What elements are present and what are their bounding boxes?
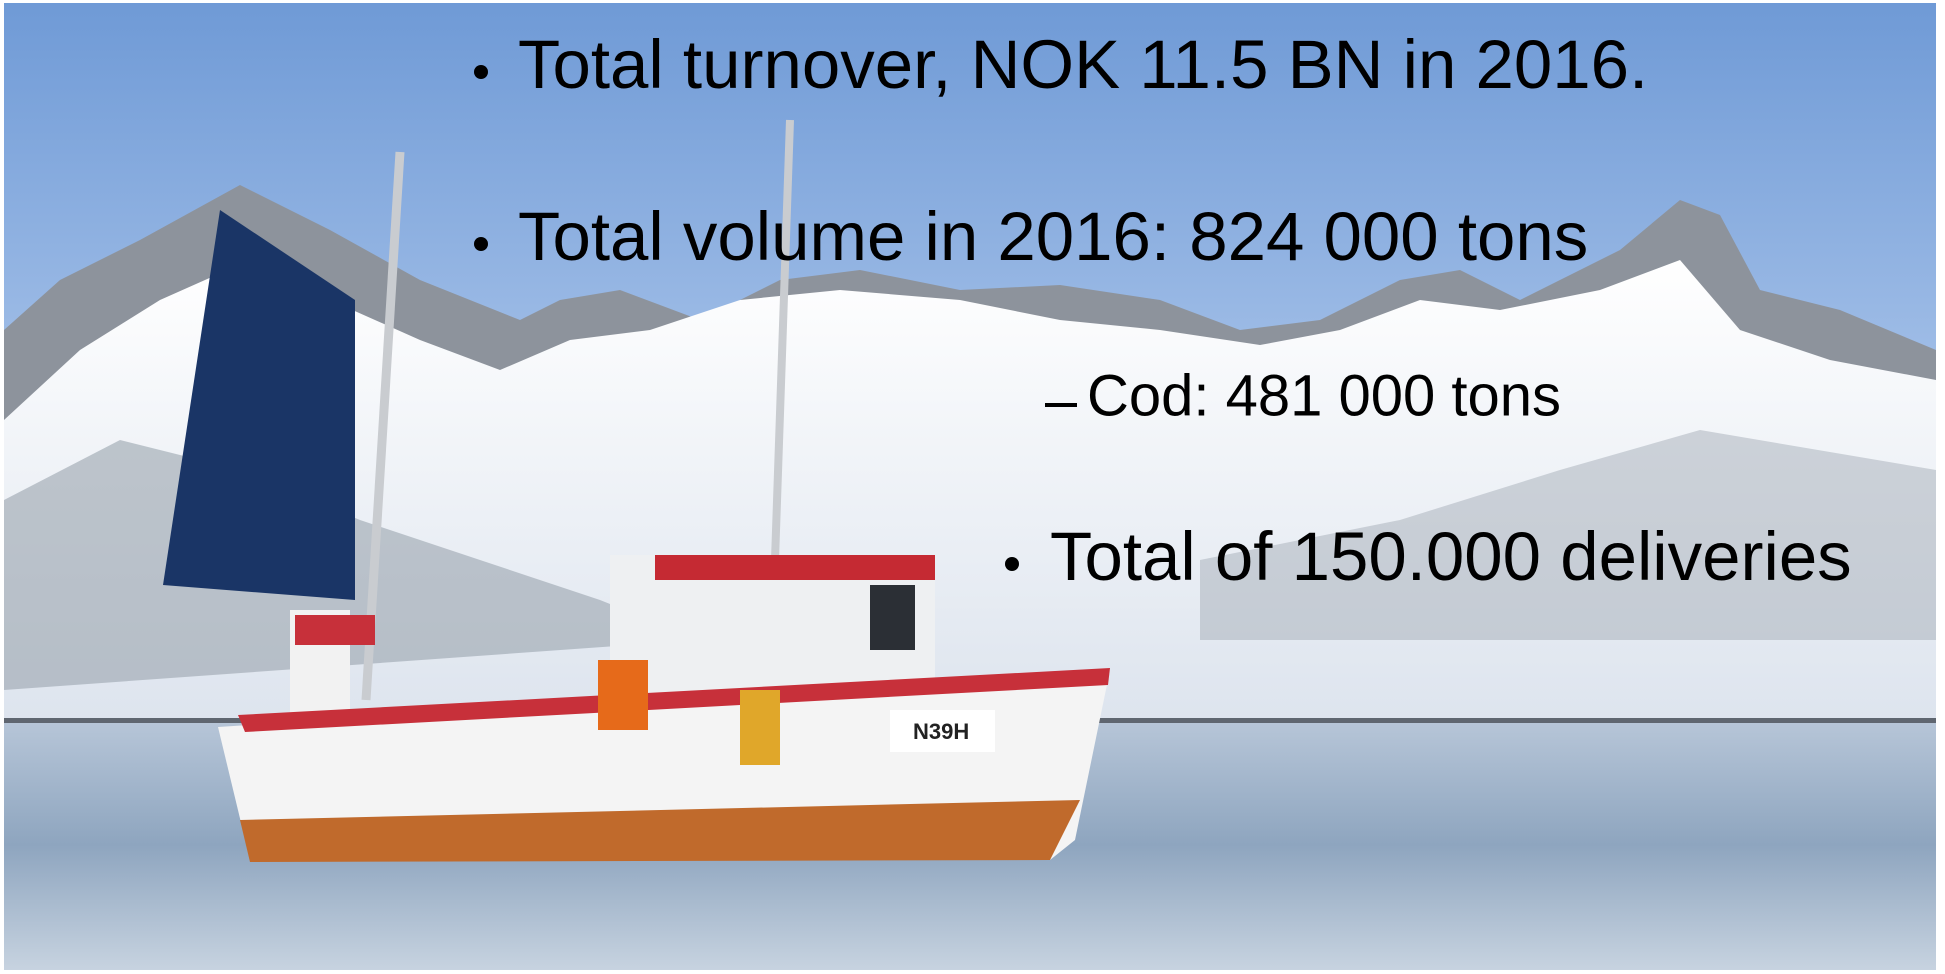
sub-bullet-text: Cod: 481 000 tons	[1087, 363, 1561, 428]
bullet-dot	[1005, 557, 1019, 571]
boat-marking: N39H	[913, 719, 969, 744]
page: {"slide": {"bullets": [ {"text": "Total …	[0, 0, 1945, 974]
bullet-dot	[474, 65, 488, 79]
bullet-text: Total volume in 2016: 824 000 tons	[518, 198, 1588, 275]
bullet-text: Total of 150.000 deliveries	[1050, 518, 1852, 595]
bullet-dot	[474, 237, 488, 251]
sub-bullet-dash	[1045, 403, 1077, 407]
bullet-text: Total turnover, NOK 11.5 BN in 2016.	[518, 26, 1648, 103]
slide: N39H Total turnover, NOK 11.5 BN in 2016…	[0, 0, 1945, 974]
